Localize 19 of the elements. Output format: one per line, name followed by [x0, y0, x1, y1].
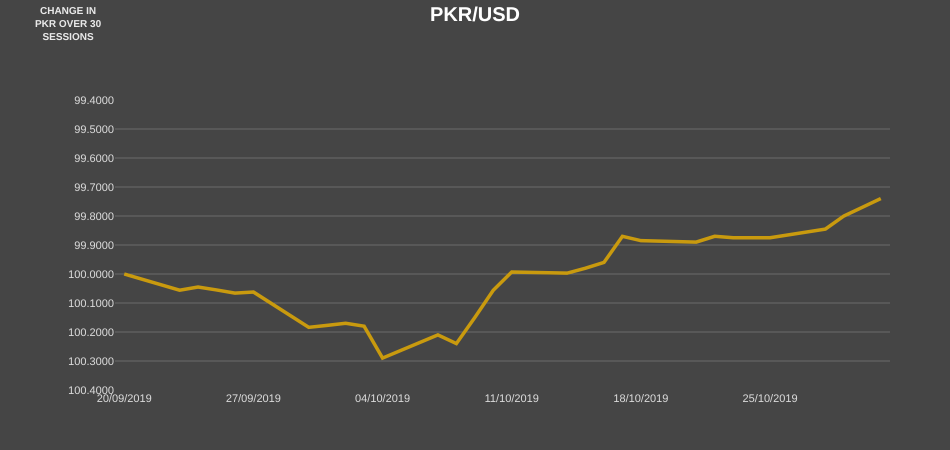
y-tick-label: 100.1000 — [68, 298, 114, 310]
y-tick-label: 100.0000 — [68, 268, 114, 281]
x-tick-label: 11/10/2019 — [484, 393, 539, 405]
y-tick-label: 100.2000 — [68, 326, 114, 339]
x-tick-label: 18/10/2019 — [613, 393, 668, 405]
y-tick-label: 99.7000 — [74, 182, 114, 194]
y-tick-label: 100.3000 — [68, 356, 114, 368]
y-tick-label: 99.9000 — [74, 240, 114, 252]
x-tick-label: 04/10/2019 — [355, 393, 410, 405]
text: CHANGE IN PKR OVER 30 SESSIONS — [35, 6, 102, 43]
x-tick-label: 25/10/2019 — [742, 393, 798, 405]
x-tick-label: 27/09/2019 — [226, 393, 281, 405]
y-tick-label: 99.4000 — [74, 94, 114, 107]
x-tick-label: 20/09/2019 — [96, 393, 152, 405]
y-tick-label: 99.6000 — [74, 152, 114, 165]
y-tick-label: 99.8000 — [74, 210, 114, 223]
line-series — [122, 196, 883, 360]
chart-title: PKR/USD — [430, 4, 520, 26]
y-tick-label: 99.5000 — [74, 124, 114, 136]
